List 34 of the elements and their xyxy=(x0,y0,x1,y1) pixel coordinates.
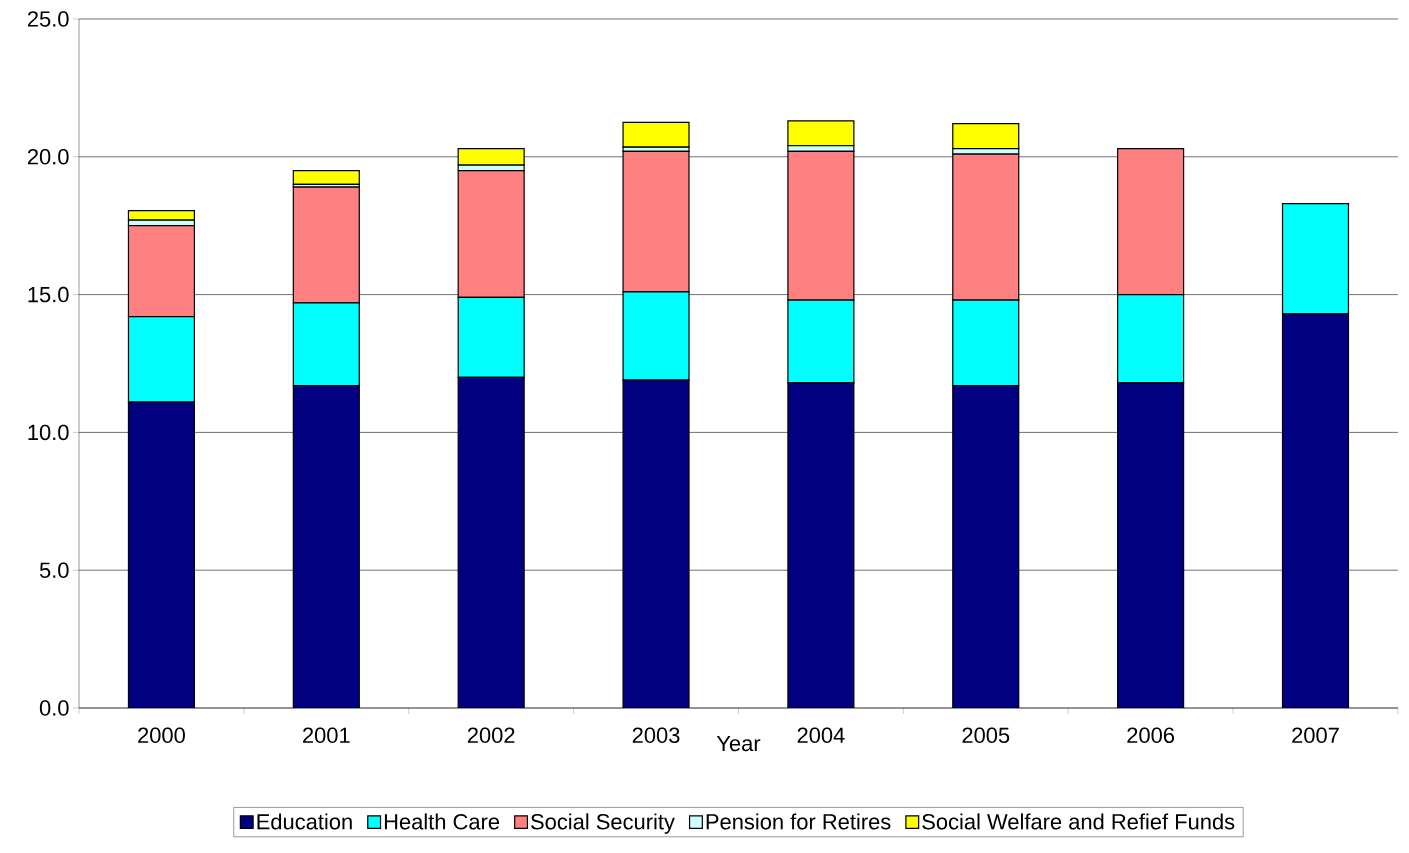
bar xyxy=(952,384,1020,708)
x-tick-label: 2002 xyxy=(467,727,515,744)
x-tick-label: 2006 xyxy=(1127,727,1175,744)
x-tick-label: 2000 xyxy=(138,727,185,744)
x-tick-label: 2001 xyxy=(303,727,350,744)
bar xyxy=(787,382,855,708)
bar xyxy=(292,169,360,185)
x-tick-label: 2005 xyxy=(962,727,1010,744)
bar xyxy=(457,376,525,708)
bar xyxy=(1117,382,1185,708)
bar xyxy=(622,121,690,148)
bar xyxy=(292,384,360,708)
x-tick-label: 2007 xyxy=(1292,727,1339,744)
x-tick-label: 2004 xyxy=(797,727,845,744)
legend-label: Social Security xyxy=(531,813,675,834)
y-tick-label: 25.0 xyxy=(27,11,69,27)
y-tick-label: 20.0 xyxy=(27,149,69,165)
bar xyxy=(457,147,525,166)
bar xyxy=(127,209,196,221)
bar xyxy=(952,123,1020,150)
y-tick-label: 15.0 xyxy=(28,286,69,303)
y-tick-label: 0.0 xyxy=(39,700,69,716)
bar xyxy=(1281,313,1350,708)
legend-label: Education xyxy=(257,813,352,830)
bar xyxy=(787,120,855,147)
legend-label: Social Welfare and Refief Funds xyxy=(922,813,1235,830)
bar xyxy=(127,401,196,708)
x-axis-title: Year xyxy=(716,735,761,752)
legend-label: Health Care xyxy=(384,813,500,830)
y-tick-label: 10.0 xyxy=(28,424,69,441)
x-tick-label: 2003 xyxy=(632,727,680,744)
legend-label: Pension for Retires xyxy=(706,813,891,830)
bar xyxy=(622,379,690,708)
y-tick-label: 5.0 xyxy=(39,562,69,578)
